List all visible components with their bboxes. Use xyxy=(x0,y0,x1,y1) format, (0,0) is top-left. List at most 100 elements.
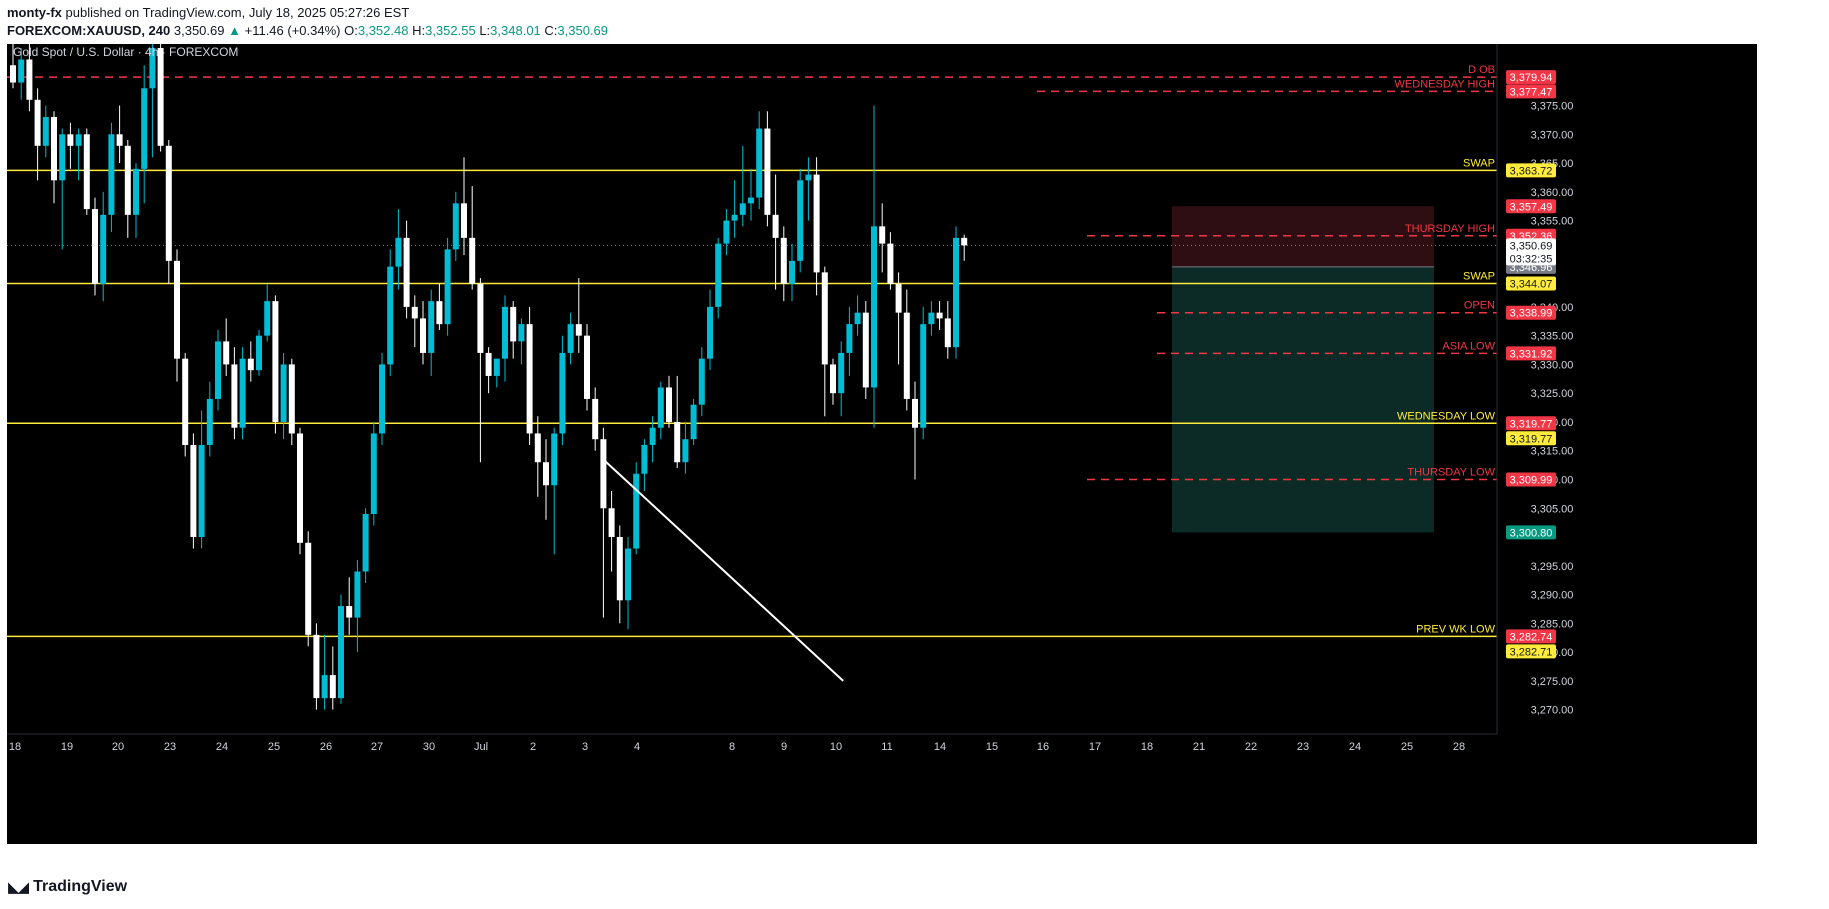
time-tick-label: 23 xyxy=(164,741,176,753)
price-badge-label: 3,319.77 xyxy=(1510,418,1553,430)
time-tick-label: 27 xyxy=(371,741,383,753)
bar-countdown: 03:32:35 xyxy=(1510,253,1553,265)
price-axis[interactable]: 3,270.003,275.003,280.003,285.003,290.00… xyxy=(1496,44,1757,844)
price-tick-label: 3,330.00 xyxy=(1531,359,1574,371)
candle-body xyxy=(715,243,722,307)
time-tick-label: 8 xyxy=(729,741,735,753)
price-badge-label: 3,300.80 xyxy=(1510,527,1553,539)
candle-body xyxy=(616,537,623,601)
candle-body xyxy=(592,398,599,440)
candle-body xyxy=(912,398,918,428)
price-tick-label: 3,270.00 xyxy=(1531,705,1574,717)
candle-body xyxy=(575,324,582,336)
time-tick-label: 22 xyxy=(1245,741,1257,753)
high-label: H: xyxy=(412,23,426,38)
price-badge-label: 3,319.77 xyxy=(1510,433,1553,445)
candle-body xyxy=(748,197,754,204)
chart-area[interactable]: D OB WEDNESDAY HIGH SWAP THURSDAY HIGH SWAP O… xyxy=(7,36,1757,844)
time-tick-label: 9 xyxy=(781,741,787,753)
candle-body xyxy=(59,134,66,181)
time-tick-label: 17 xyxy=(1089,741,1101,753)
time-tick-label: 11 xyxy=(881,741,892,753)
brand-name: TradingView xyxy=(33,878,128,895)
time-tick-label: 19 xyxy=(61,741,73,753)
candle-body xyxy=(116,134,123,146)
candle-body xyxy=(297,433,303,543)
candle-body xyxy=(871,226,877,388)
price-badge xyxy=(1506,84,1556,99)
time-tick-label: 24 xyxy=(1349,741,1361,753)
price-tick-label: 3,305.00 xyxy=(1531,503,1574,515)
price-badge-label: 3,363.72 xyxy=(1510,165,1553,177)
candle-body xyxy=(305,542,312,635)
candle-body xyxy=(633,473,640,549)
candle-body xyxy=(846,324,853,353)
candle-body xyxy=(280,364,287,422)
candle-body xyxy=(854,312,861,325)
price-badge-label: 3,357.49 xyxy=(1510,201,1553,213)
candle-body xyxy=(51,117,57,181)
publish-text: published on TradingView.com, July 18, 2… xyxy=(65,5,410,20)
candle-body xyxy=(502,306,508,359)
candle-body xyxy=(395,237,402,267)
price-badge-label: 3,309.99 xyxy=(1510,475,1553,487)
time-axis[interactable]: 18 19 20 23 24 25 26 27 30 Jul 2 3 4 8 9 10 11 14 15 16 17 18… xyxy=(7,733,1757,844)
time-tick-label: 21 xyxy=(1193,741,1205,753)
candle-body xyxy=(543,462,549,486)
level-label: SWAP xyxy=(1463,157,1495,169)
candle-body xyxy=(485,352,492,376)
level-label: WEDNESDAY LOW xyxy=(1397,410,1496,422)
candle-body xyxy=(272,301,279,422)
price-tick-label: 3,355.00 xyxy=(1531,216,1574,228)
candle-body xyxy=(772,214,779,238)
price-tick-label: 3,315.00 xyxy=(1531,446,1574,458)
candle-body xyxy=(165,145,172,261)
candle-body xyxy=(420,318,426,353)
candle-body xyxy=(444,249,451,325)
level-label: SWAP xyxy=(1463,270,1495,282)
time-tick-label: 25 xyxy=(1401,741,1413,753)
candle-body xyxy=(961,237,968,246)
candle-body xyxy=(133,168,139,215)
candle-body xyxy=(723,220,730,244)
price-badge xyxy=(1506,629,1556,644)
candle-body xyxy=(34,99,41,146)
candle-body xyxy=(903,312,910,399)
candle-body xyxy=(231,364,238,428)
candle-body xyxy=(625,548,631,601)
candlestick-chart[interactable]: D OB WEDNESDAY HIGH SWAP THURSDAY HIGH SWAP O… xyxy=(7,36,1757,844)
candle-body xyxy=(75,134,82,146)
candle-body xyxy=(510,306,517,342)
tradingview-logo[interactable]: ◣◢ TradingView xyxy=(8,878,127,896)
price-badge xyxy=(1506,276,1556,291)
candle-body xyxy=(731,214,738,221)
ohlc-header: FOREXCOM:XAUUSD, 240 3,350.69 ▲ +11.46 (… xyxy=(7,23,608,38)
level-label: PREV WK LOW xyxy=(1416,623,1495,635)
publish-header: monty-fx published on TradingView.com, J… xyxy=(0,0,1829,44)
time-tick-label: Jul xyxy=(474,741,488,753)
candle-body xyxy=(789,260,795,284)
time-axis-bg xyxy=(7,734,1757,844)
candle-body xyxy=(264,301,271,336)
candle-body xyxy=(403,237,410,307)
last-price-value: 3,350.69 xyxy=(1510,240,1553,252)
price-badge xyxy=(1506,416,1556,431)
last-price: 3,350.69 xyxy=(173,23,225,38)
candle-body xyxy=(215,341,221,399)
price-badge xyxy=(1506,431,1556,446)
close-value: 3,350.69 xyxy=(557,23,609,38)
candle-body xyxy=(83,134,90,210)
candle-body xyxy=(313,634,320,699)
time-tick-label: 15 xyxy=(986,741,998,753)
candle-body xyxy=(428,301,435,353)
last-price-badge xyxy=(1506,238,1556,266)
level-lines xyxy=(7,76,1497,638)
candle-body xyxy=(157,48,164,146)
profit-zone xyxy=(1172,266,1434,533)
candle-body xyxy=(707,306,713,359)
level-label: THURSDAY LOW xyxy=(1407,467,1495,479)
time-tick-label: 25 xyxy=(268,741,280,753)
author-name[interactable]: monty-fx xyxy=(7,5,62,20)
candle-body xyxy=(780,237,787,284)
candle-body xyxy=(674,421,681,463)
